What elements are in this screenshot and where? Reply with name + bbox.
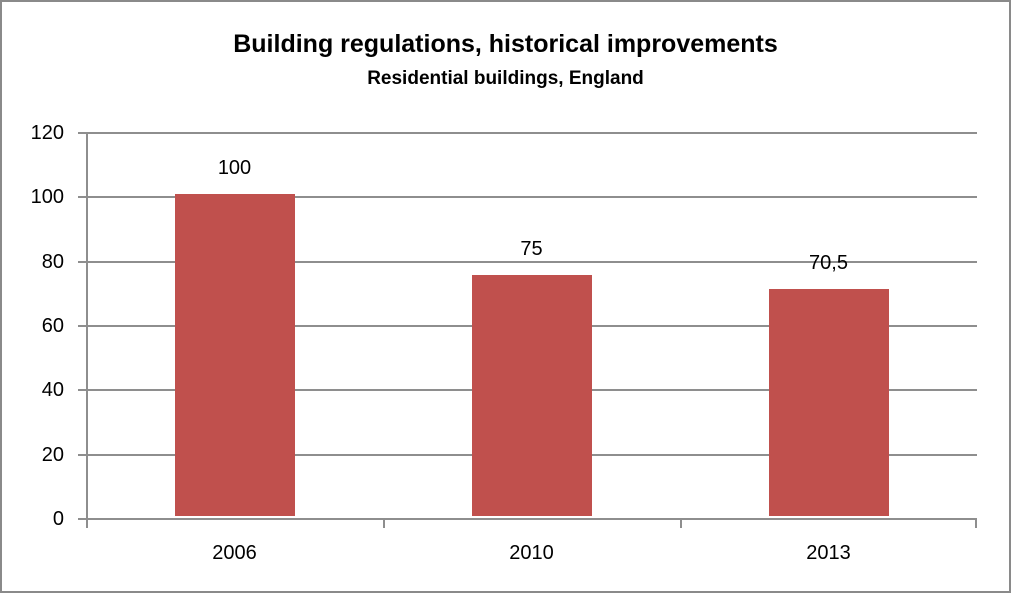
- gridline-y-120: [86, 132, 977, 134]
- x-axis-tick-3: [975, 520, 977, 528]
- y-axis-tick-0: [78, 518, 86, 520]
- y-axis-label-20: 20: [41, 443, 64, 466]
- y-axis-tick-60: [78, 325, 86, 327]
- x-axis-tick-0: [86, 520, 88, 528]
- data-label-2010: 75: [520, 237, 543, 260]
- y-axis-tick-20: [78, 453, 86, 456]
- y-axis-tick-40: [78, 389, 86, 392]
- data-label-2013: 70,5: [809, 252, 848, 275]
- gridline-y-100: [86, 196, 977, 199]
- x-axis-tick-2: [680, 520, 682, 528]
- y-axis-label-60: 60: [41, 315, 64, 337]
- y-axis-tick-100: [78, 196, 86, 199]
- y-axis-line: [86, 132, 88, 520]
- y-axis-label-0: 0: [52, 508, 64, 530]
- x-axis-label-2006: 2006: [212, 542, 257, 564]
- x-axis-label-2013: 2013: [806, 542, 851, 564]
- plot-area: 100 75 70,5: [78, 132, 977, 528]
- x-axis-tick-1: [383, 520, 385, 528]
- y-axis-tick-120: [78, 132, 86, 134]
- x-axis-label-2010: 2010: [509, 542, 554, 564]
- bar-2010: [471, 274, 592, 516]
- y-axis-label-120: 120: [30, 122, 64, 144]
- x-axis-line: [86, 518, 977, 520]
- y-axis-label-100: 100: [30, 186, 64, 209]
- chart-subtitle: Residential buildings, England: [367, 68, 644, 89]
- bar-2006: [174, 194, 295, 516]
- y-axis-label-80: 80: [41, 250, 64, 273]
- bar-2013: [768, 289, 889, 516]
- y-axis-label-40: 40: [41, 379, 64, 402]
- chart-title: Building regulations, historical improve…: [233, 30, 778, 58]
- gridline-y-80: [86, 260, 977, 263]
- data-label-2006: 100: [217, 157, 252, 180]
- y-axis-tick-80: [78, 260, 86, 263]
